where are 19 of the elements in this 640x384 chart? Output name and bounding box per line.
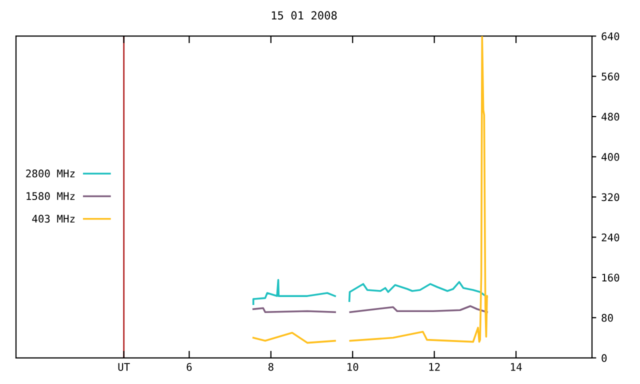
x-tick-label: 14 [511,363,522,371]
y-tick-label: 160 [602,274,620,282]
y-tick-label: 320 [602,193,620,202]
x-tick-label: 6 [186,362,192,371]
y-tick-label: 480 [602,112,620,121]
x-tick-label: 10 [348,362,358,371]
legend-label: 2800 MHz [26,170,75,178]
y-tick-label: 560 [602,72,620,80]
y-tick-label: 240 [602,233,620,242]
x-tick-label: UT [118,363,130,371]
legend-label: 403 MHz [32,214,75,223]
y-tick-label: 80 [602,314,613,322]
y-tick-label: 640 [602,32,620,40]
chart-title: 15 01 2008 [272,11,337,20]
x-tick-label: 12 [429,362,440,371]
y-tick-label: 400 [602,153,620,161]
legend-label: 1580 MHz [26,192,75,200]
y-tick-label: 0 [602,354,607,362]
x-tick-label: 8 [268,362,274,371]
